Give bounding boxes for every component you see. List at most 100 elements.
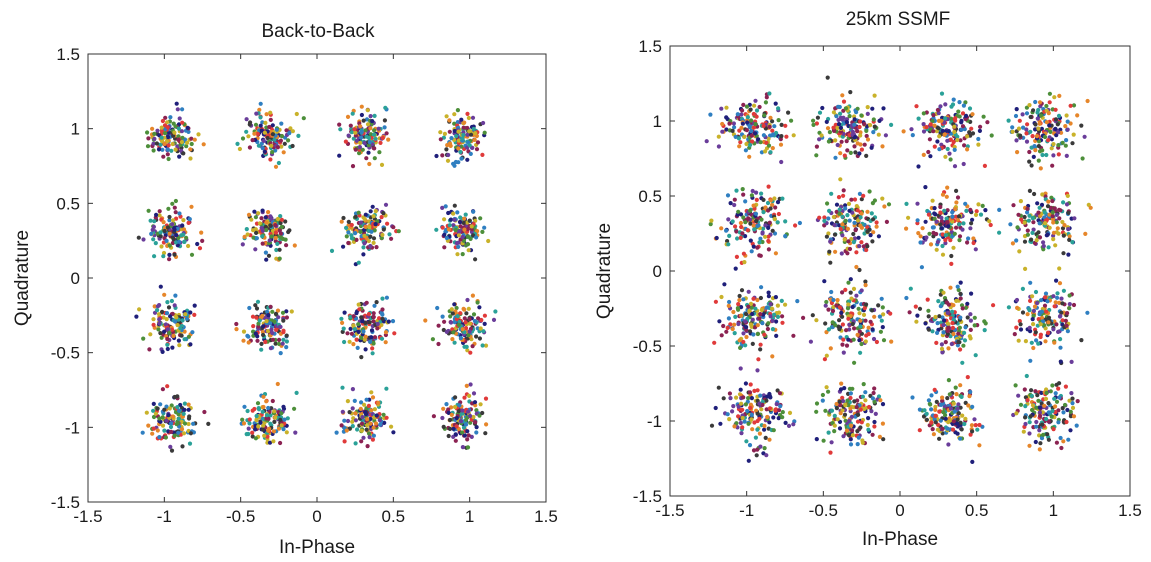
data-point	[881, 338, 887, 343]
data-point	[172, 130, 177, 135]
data-point	[472, 137, 477, 142]
data-point	[1021, 429, 1026, 434]
data-point	[878, 398, 883, 403]
data-point	[370, 119, 375, 124]
data-point	[368, 209, 373, 214]
data-point	[359, 315, 364, 320]
data-point	[837, 211, 842, 216]
data-point	[1041, 319, 1046, 324]
data-point	[935, 239, 941, 245]
data-point	[1058, 337, 1063, 342]
data-point	[474, 408, 479, 413]
data-point	[1057, 93, 1062, 98]
data-point	[925, 297, 930, 302]
data-point	[928, 154, 933, 159]
data-point	[919, 265, 925, 270]
data-point	[929, 393, 934, 398]
data-point	[346, 133, 351, 138]
data-point	[956, 287, 961, 293]
data-point	[949, 261, 954, 266]
data-point	[482, 130, 487, 135]
data-point	[1047, 100, 1052, 105]
data-point	[155, 406, 160, 411]
data-point	[340, 320, 345, 325]
data-point	[1080, 156, 1085, 161]
data-point	[927, 231, 932, 236]
data-point	[746, 289, 751, 294]
data-point	[1052, 206, 1057, 211]
data-point	[481, 120, 486, 126]
data-point	[152, 131, 157, 136]
data-point	[1053, 243, 1058, 248]
data-point	[270, 150, 275, 155]
data-point	[481, 329, 486, 334]
data-point	[915, 201, 920, 206]
data-point	[373, 421, 379, 426]
data-point	[921, 414, 927, 419]
data-point	[370, 204, 375, 209]
data-point	[423, 318, 428, 323]
data-point	[852, 122, 857, 127]
data-point	[159, 244, 164, 249]
data-point	[442, 245, 447, 250]
data-point	[940, 128, 945, 133]
data-point	[876, 234, 882, 239]
data-point	[471, 233, 476, 238]
data-point	[950, 102, 956, 107]
data-point	[182, 407, 187, 412]
data-point	[273, 341, 278, 346]
data-point	[278, 231, 283, 236]
data-point	[721, 323, 726, 329]
data-point	[273, 415, 278, 420]
data-point	[268, 413, 273, 418]
data-point	[845, 306, 851, 311]
data-point	[843, 203, 848, 208]
data-point	[144, 410, 149, 415]
y-tick-label: -0.5	[633, 337, 662, 356]
data-point	[952, 129, 957, 135]
data-point	[933, 407, 938, 412]
data-point	[442, 232, 447, 237]
data-point	[338, 127, 343, 132]
data-point	[968, 312, 973, 317]
data-point	[1030, 216, 1035, 221]
data-point	[851, 240, 857, 245]
data-point	[761, 226, 766, 231]
data-point	[1033, 389, 1038, 394]
data-point	[855, 106, 860, 111]
data-point	[156, 147, 162, 152]
data-point	[471, 126, 476, 132]
data-point	[460, 411, 465, 416]
data-point	[372, 113, 377, 118]
data-point	[1030, 403, 1036, 408]
data-point	[377, 316, 382, 321]
data-point	[1028, 114, 1033, 120]
data-point	[756, 357, 761, 362]
data-point	[180, 135, 185, 140]
data-point	[764, 453, 769, 458]
data-point	[457, 220, 463, 225]
data-point	[758, 140, 763, 145]
data-point	[772, 196, 777, 201]
data-point	[942, 208, 947, 213]
data-point	[1023, 415, 1028, 420]
data-point	[181, 232, 186, 237]
data-point	[981, 114, 986, 119]
data-point	[738, 235, 743, 240]
data-point	[170, 201, 175, 206]
data-point	[944, 300, 950, 305]
data-point	[353, 147, 358, 152]
y-axis-label: Quadrature	[594, 223, 615, 319]
data-point	[1064, 323, 1069, 328]
data-point	[783, 234, 788, 239]
data-point	[259, 347, 264, 352]
data-point	[943, 116, 948, 121]
data-point	[926, 398, 932, 403]
data-point	[454, 134, 459, 139]
data-point	[929, 420, 934, 425]
data-point	[943, 233, 949, 238]
data-point	[155, 308, 160, 313]
data-point	[922, 408, 927, 413]
data-point	[751, 111, 756, 117]
data-point	[820, 392, 826, 398]
